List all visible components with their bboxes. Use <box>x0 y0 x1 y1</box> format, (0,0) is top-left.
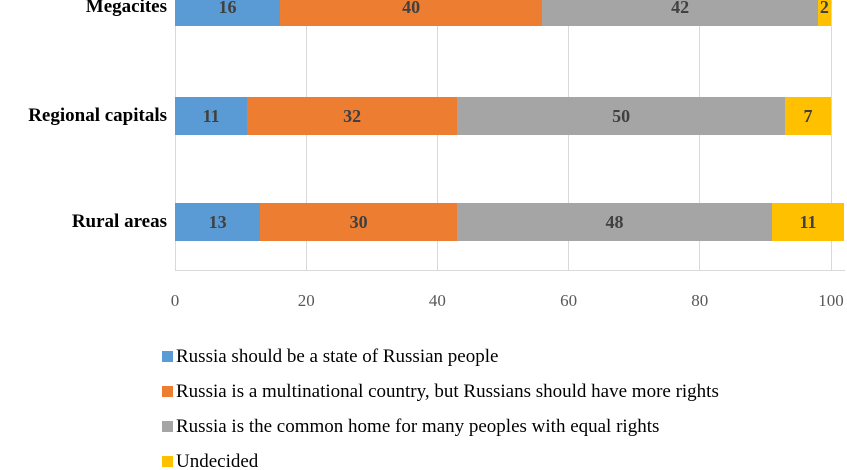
bar-segment <box>785 97 831 135</box>
gridline <box>305 0 307 270</box>
category-label: Megacites <box>85 0 167 17</box>
legend-label: Russia is a multinational country, but R… <box>176 380 719 402</box>
bar-value-label: 48 <box>605 212 624 232</box>
bar-value-label: 30 <box>349 212 368 232</box>
gridline <box>174 0 176 270</box>
bar-segment <box>542 0 818 26</box>
bar-segment <box>175 97 248 135</box>
bar-value-label: 13 <box>208 212 227 232</box>
bar-segment <box>279 0 543 26</box>
legend-item: Russia is a multinational country, but R… <box>162 374 719 409</box>
x-tick-label: 20 <box>297 291 315 310</box>
bar-value-label: 32 <box>343 106 362 126</box>
category-label: Rural areas <box>71 211 167 232</box>
x-tick-label: 40 <box>428 291 446 310</box>
bar-value-label: 50 <box>612 106 631 126</box>
bar-value-label: 11 <box>202 106 220 126</box>
bar-segment <box>175 0 280 26</box>
bar-segment <box>771 203 845 241</box>
bar-value-label: 16 <box>218 0 237 17</box>
bar-segment <box>457 203 772 241</box>
bar-value-label: 40 <box>402 0 421 17</box>
legend-color-swatch <box>162 421 173 432</box>
legend-item: Russia is the common home for many peopl… <box>162 409 719 444</box>
bar-value-label: 11 <box>799 212 817 232</box>
x-tick-label: 0 <box>170 291 180 310</box>
bar-value-label: 7 <box>803 106 813 126</box>
bar-value-label: 42 <box>671 0 690 17</box>
x-tick-label: 80 <box>691 291 709 310</box>
gridline <box>830 0 832 270</box>
bar-segment <box>817 0 831 26</box>
legend-label: Undecided <box>176 450 259 470</box>
legend-label: Russia is the common home for many peopl… <box>176 415 660 437</box>
category-label: Regional capitals <box>28 105 167 126</box>
legend-item: Russia should be a state of Russian peop… <box>162 339 719 374</box>
legend-color-swatch <box>162 456 173 467</box>
gridline <box>699 0 701 270</box>
bar-segment <box>260 203 458 241</box>
legend-color-swatch <box>162 386 173 397</box>
bar-segment <box>175 203 261 241</box>
gridline <box>568 0 570 270</box>
legend-label: Russia should be a state of Russian peop… <box>176 345 499 367</box>
bar-value-label: 2 <box>819 0 829 17</box>
x-axis-line <box>175 270 845 271</box>
legend-color-swatch <box>162 351 173 362</box>
x-tick-label: 100 <box>818 291 844 310</box>
bar-segment <box>457 97 786 135</box>
x-tick-label: 60 <box>560 291 578 310</box>
legend-item: Undecided <box>162 444 719 470</box>
chart-legend: Russia should be a state of Russian peop… <box>162 339 719 470</box>
gridline <box>436 0 438 270</box>
bar-segment <box>247 97 458 135</box>
